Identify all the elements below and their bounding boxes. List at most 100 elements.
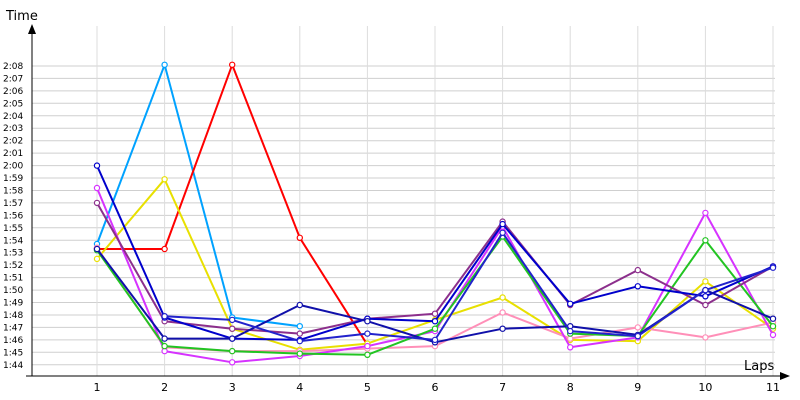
- y-tick-label: 2:01: [3, 149, 23, 159]
- data-point: [228, 61, 236, 69]
- data-point: [364, 318, 371, 325]
- y-tick-label: 1:49: [3, 299, 23, 309]
- x-tick-label: 9: [634, 381, 641, 394]
- y-tick-label: 2:03: [3, 124, 23, 134]
- x-tick-labels: 1 2 3 4 5 6 7 8 9 10 11: [94, 381, 781, 394]
- x-axis-arrow-icon: [780, 372, 790, 380]
- y-tick-label: 2:00: [3, 162, 23, 172]
- data-point: [228, 325, 236, 332]
- chart-grid: [32, 26, 775, 376]
- x-tick-label: 8: [567, 381, 574, 394]
- data-point: [93, 199, 101, 207]
- y-tick-label: 1:57: [3, 199, 23, 209]
- y-tick-label: 2:05: [3, 99, 23, 109]
- data-point: [296, 330, 303, 337]
- data-point: [702, 209, 709, 217]
- data-point: [93, 255, 101, 263]
- data-point: [161, 313, 168, 320]
- x-axis-title: Laps: [744, 359, 774, 374]
- chart-axes: [26, 24, 790, 380]
- y-tick-label: 1:56: [3, 211, 23, 221]
- data-point: [702, 286, 709, 294]
- data-point: [228, 359, 236, 366]
- data-point: [499, 229, 506, 236]
- data-point: [702, 293, 709, 300]
- data-point: [364, 342, 371, 350]
- data-point: [296, 234, 303, 241]
- x-tick-label: 3: [229, 381, 236, 394]
- data-point: [93, 245, 101, 253]
- series-7: [93, 199, 777, 337]
- y-tick-label: 1:50: [3, 286, 23, 296]
- data-point: [431, 318, 439, 325]
- y-tick-label: 1:48: [3, 311, 23, 321]
- x-tick-label: 5: [364, 381, 371, 394]
- x-tick-label: 1: [94, 381, 101, 394]
- series-10: [161, 229, 777, 345]
- y-axis-title: Time: [5, 9, 38, 24]
- series-line: [164, 231, 774, 343]
- y-tick-label: 1:59: [3, 174, 23, 184]
- y-tick-label: 1:44: [3, 361, 23, 371]
- data-point: [634, 266, 642, 274]
- data-point: [364, 330, 371, 337]
- data-point: [161, 176, 168, 183]
- data-point: [634, 324, 642, 331]
- data-point: [499, 325, 506, 332]
- data-point: [228, 335, 236, 342]
- series-group: [93, 61, 777, 366]
- y-tick-label: 2:02: [3, 137, 23, 147]
- y-tick-label: 1:54: [3, 236, 23, 246]
- data-point: [769, 264, 777, 271]
- y-tick-label: 2:07: [3, 74, 23, 84]
- y-tick-label: 1:52: [3, 261, 23, 271]
- y-tick-label: 1:58: [3, 187, 23, 197]
- y-tick-label: 1:45: [3, 348, 23, 358]
- x-tick-label: 6: [432, 381, 439, 394]
- y-tick-label: 1:55: [3, 224, 23, 234]
- data-point: [431, 310, 439, 317]
- data-point: [769, 323, 777, 330]
- y-tick-label: 1:47: [3, 323, 23, 333]
- x-tick-label: 2: [161, 381, 168, 394]
- data-point: [634, 283, 642, 290]
- data-point: [296, 323, 303, 330]
- y-tick-label: 1:53: [3, 249, 23, 259]
- data-point: [567, 300, 574, 307]
- data-point: [161, 61, 168, 69]
- data-point: [499, 309, 506, 316]
- data-point: [634, 332, 642, 340]
- data-point: [161, 342, 168, 350]
- data-point: [93, 162, 101, 169]
- data-point: [769, 331, 777, 339]
- y-tick-label: 1:51: [3, 274, 23, 284]
- series-line: [96, 63, 300, 328]
- y-tick-label: 2:06: [3, 87, 23, 97]
- data-point: [161, 245, 168, 253]
- data-point: [567, 344, 574, 351]
- data-point: [296, 301, 303, 309]
- data-point: [431, 336, 439, 344]
- data-point: [296, 337, 303, 345]
- data-point: [296, 350, 303, 357]
- data-point: [228, 347, 236, 355]
- x-tick-label: 10: [698, 381, 712, 394]
- x-tick-label: 11: [766, 381, 780, 394]
- data-point: [702, 278, 709, 285]
- data-point: [161, 335, 168, 342]
- y-tick-label: 2:04: [3, 112, 23, 122]
- data-point: [499, 294, 506, 301]
- x-tick-label: 4: [296, 381, 303, 394]
- data-point: [702, 237, 709, 244]
- x-tick-label: 7: [499, 381, 506, 394]
- y-axis-arrow-icon: [28, 24, 36, 34]
- y-tick-label: 1:46: [3, 336, 23, 346]
- data-point: [567, 327, 574, 335]
- data-point: [431, 325, 439, 332]
- data-point: [702, 301, 709, 309]
- y-tick-labels: 1:44 1:45 1:46 1:47 1:48 1:49 1:50 1:51 1:52 1:53…: [3, 62, 23, 371]
- data-point: [499, 220, 506, 228]
- data-point: [769, 315, 777, 322]
- data-point: [702, 334, 709, 341]
